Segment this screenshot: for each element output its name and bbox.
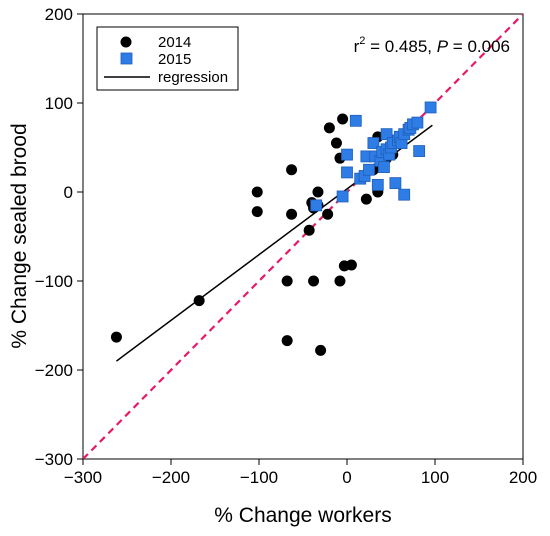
point-2015 xyxy=(341,148,353,161)
r2-prefix: r xyxy=(354,37,360,56)
x-tick-label: −100 xyxy=(240,468,278,487)
x-tick-label: −300 xyxy=(64,468,102,487)
point-2015 xyxy=(380,128,393,141)
x-tick-label: 200 xyxy=(509,468,537,487)
y-tick-label: −100 xyxy=(35,272,73,291)
point-2015 xyxy=(411,116,424,129)
point-2015 xyxy=(389,177,402,190)
point-2015 xyxy=(363,163,375,176)
stats-annotation: r2 = 0.485, P = 0.006 xyxy=(354,35,510,56)
point-2014 xyxy=(286,164,298,176)
r2-superscript: 2 xyxy=(359,35,365,47)
legend-label-2015: 2015 xyxy=(158,51,191,68)
y-tick-label: 200 xyxy=(45,5,73,24)
point-2015 xyxy=(341,166,353,179)
x-tick-label: 100 xyxy=(421,468,449,487)
point-2014 xyxy=(303,224,315,236)
point-2014 xyxy=(330,137,342,149)
legend-marker-2014 xyxy=(120,36,132,48)
point-2014 xyxy=(251,186,263,198)
point-2014 xyxy=(286,208,298,220)
point-2014 xyxy=(312,186,324,198)
y-tick-label: −200 xyxy=(35,361,73,380)
point-2014 xyxy=(322,208,334,220)
legend-label-2014: 2014 xyxy=(158,34,191,51)
point-2015 xyxy=(336,190,349,203)
legend-box xyxy=(96,26,239,91)
point-2015 xyxy=(413,145,426,157)
point-2014 xyxy=(315,344,327,356)
point-2015 xyxy=(371,178,384,191)
p-value: = 0.006 xyxy=(448,37,510,56)
point-2014 xyxy=(334,275,346,287)
point-2015 xyxy=(424,101,437,114)
y-tick-label: 0 xyxy=(64,183,73,202)
point-2015 xyxy=(398,188,411,201)
y-tick-label: 100 xyxy=(45,94,73,113)
y-axis-label: % Change sealed brood xyxy=(8,123,31,348)
x-tick-label: −200 xyxy=(152,468,190,487)
point-2014 xyxy=(360,193,372,205)
point-2015 xyxy=(367,137,380,149)
point-2014 xyxy=(193,295,205,307)
point-2015 xyxy=(349,114,362,127)
x-tick-label: 0 xyxy=(342,468,351,487)
identity-line xyxy=(83,14,523,459)
point-2015 xyxy=(310,199,323,212)
p-label: P xyxy=(437,37,449,56)
point-2014 xyxy=(110,331,122,343)
legend-label-regression: regression xyxy=(158,69,228,86)
point-2014 xyxy=(323,122,335,134)
point-2014 xyxy=(281,275,293,287)
y-tick-label: −300 xyxy=(35,450,73,469)
r2-value: = 0.485, xyxy=(365,37,436,56)
point-2014 xyxy=(308,275,320,287)
x-axis-label: % Change workers xyxy=(214,504,391,527)
legend-marker-2015 xyxy=(120,52,133,65)
point-2014 xyxy=(251,206,263,218)
point-2014 xyxy=(345,259,357,271)
point-2014 xyxy=(337,113,349,125)
legend: 2014 2015 regression xyxy=(96,26,239,91)
point-2015 xyxy=(378,161,390,173)
point-2014 xyxy=(281,335,293,347)
